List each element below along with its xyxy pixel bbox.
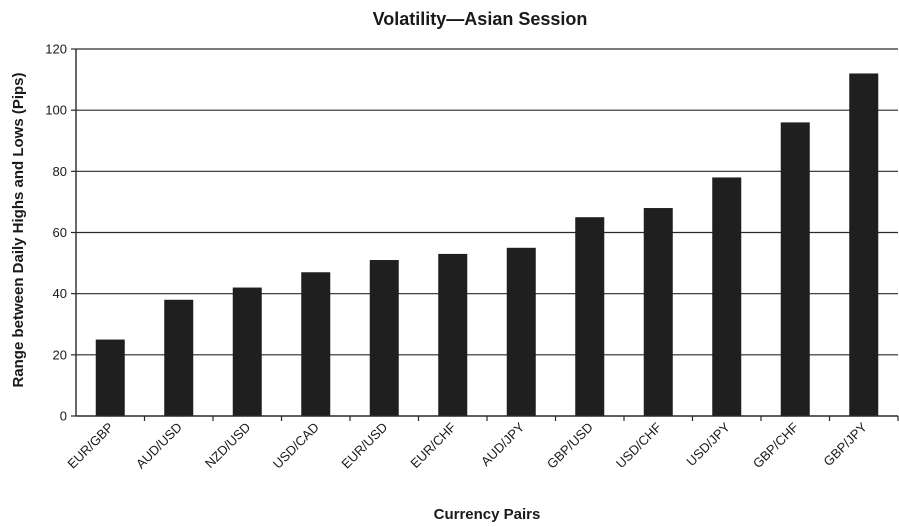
x-label-eur-usd: EUR/USD bbox=[338, 420, 390, 472]
y-tick-label-60: 60 bbox=[53, 225, 67, 240]
x-label-eur-gbp: EUR/GBP bbox=[64, 420, 116, 472]
bar-nzd-usd bbox=[232, 287, 262, 416]
bar-aud-usd bbox=[164, 299, 194, 416]
x-axis-title: Currency Pairs bbox=[434, 506, 541, 523]
x-label-usd-chf: USD/CHF bbox=[613, 419, 665, 471]
y-tick-label-40: 40 bbox=[53, 286, 67, 301]
y-tick-label-0: 0 bbox=[60, 409, 67, 424]
x-label-gbp-chf: GBP/CHF bbox=[750, 419, 802, 471]
chart-title: Volatility—Asian Session bbox=[373, 9, 588, 29]
axes bbox=[71, 48, 899, 421]
y-axis-title: Range between Daily Highs and Lows (Pips… bbox=[10, 72, 27, 387]
x-label-eur-chf: EUR/CHF bbox=[407, 419, 459, 471]
x-label-gbp-jpy: GBP/JPY bbox=[820, 419, 870, 469]
y-tick-label-100: 100 bbox=[45, 103, 67, 118]
bar-gbp-jpy bbox=[849, 73, 879, 416]
y-tick-label-20: 20 bbox=[53, 347, 67, 362]
bar-eur-usd bbox=[369, 260, 399, 416]
x-category-labels: EUR/GBP AUD/USD NZD/USD USD/CAD EUR/USD EUR/C… bbox=[64, 419, 870, 471]
bar-aud-jpy bbox=[506, 247, 536, 416]
bars bbox=[95, 73, 879, 417]
bar-usd-cad bbox=[301, 272, 331, 416]
y-tick-labels: 0 20 40 60 80 100 120 bbox=[45, 42, 67, 424]
y-tick-label-120: 120 bbox=[45, 42, 67, 57]
x-label-aud-usd: AUD/USD bbox=[133, 420, 185, 472]
x-label-aud-jpy: AUD/JPY bbox=[478, 419, 528, 469]
x-label-usd-jpy: USD/JPY bbox=[683, 419, 733, 469]
bar-gbp-usd bbox=[575, 217, 605, 416]
bar-eur-gbp bbox=[95, 339, 125, 416]
y-tick-label-80: 80 bbox=[53, 164, 67, 179]
bar-gbp-chf bbox=[780, 122, 810, 417]
bar-usd-chf bbox=[643, 208, 673, 416]
bar-eur-chf bbox=[438, 253, 468, 416]
x-label-gbp-usd: GBP/USD bbox=[544, 420, 596, 472]
bar-usd-jpy bbox=[712, 177, 742, 416]
x-label-usd-cad: USD/CAD bbox=[270, 420, 322, 472]
x-label-nzd-usd: NZD/USD bbox=[202, 420, 253, 471]
gridlines bbox=[76, 48, 898, 356]
